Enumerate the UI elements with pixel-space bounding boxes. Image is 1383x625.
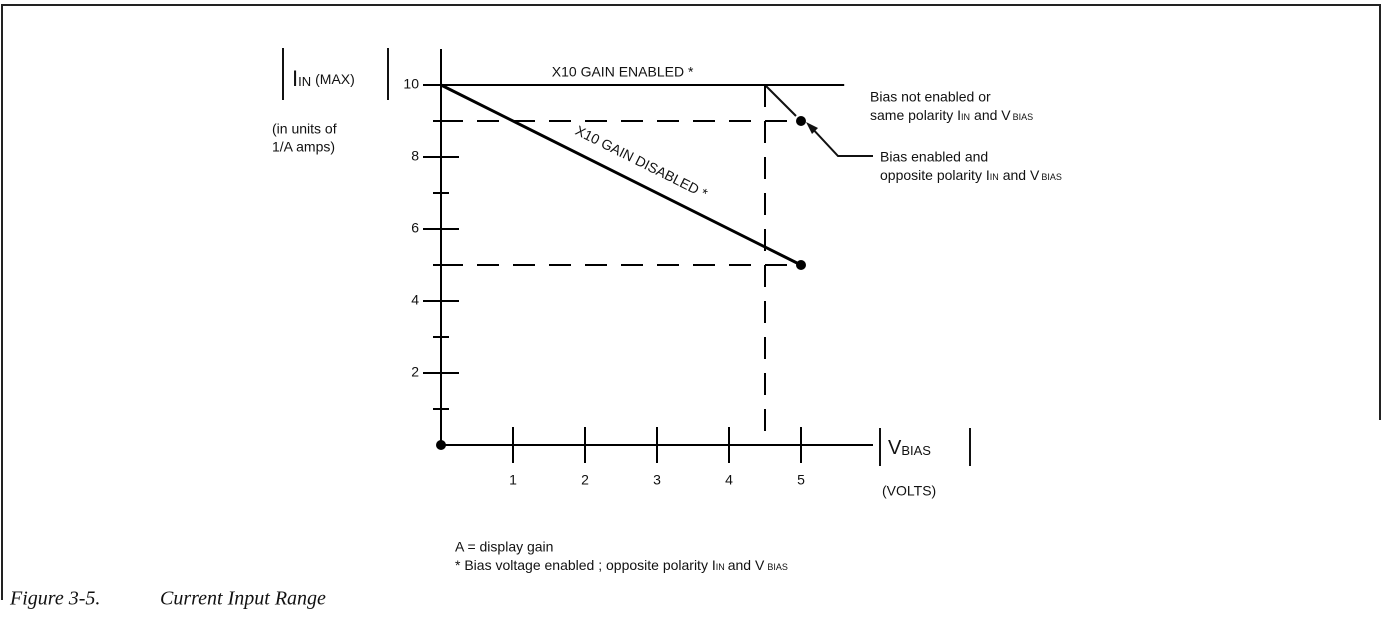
y-tick-label: 6 xyxy=(411,220,419,236)
y-tick-label: 10 xyxy=(403,76,419,92)
x-tick-label: 1 xyxy=(509,472,517,488)
x-tick-label: 4 xyxy=(725,472,733,488)
leader xyxy=(765,85,797,117)
annotation: Bias enabled and xyxy=(880,149,988,165)
x-tick-label: 3 xyxy=(653,472,661,488)
footnote: A = display gain xyxy=(455,539,553,555)
caption-number: Figure 3-5. xyxy=(9,588,100,610)
annotation: opposite polarity IIN and V BIAS xyxy=(880,167,1062,183)
annotation: Bias not enabled or xyxy=(870,89,991,105)
y-tick-label: 2 xyxy=(411,364,419,380)
point xyxy=(796,116,806,126)
frame xyxy=(1,4,1381,600)
point xyxy=(796,260,806,270)
x-axis-label: VBIAS xyxy=(888,437,931,459)
x-axis-units: (VOLTS) xyxy=(882,483,936,499)
annotation: same polarity IIN and V BIAS xyxy=(870,107,1033,123)
x-tick-label: 5 xyxy=(797,472,805,488)
y-axis-label: IIN (MAX) xyxy=(292,66,355,91)
x-tick-label: 2 xyxy=(581,472,589,488)
y-tick-label: 8 xyxy=(411,148,419,164)
series-label: X10 GAIN ENABLED * xyxy=(552,64,694,80)
caption-title: Current Input Range xyxy=(160,588,326,610)
y-note: (in units of xyxy=(272,121,337,137)
footnote: * Bias voltage enabled ; opposite polari… xyxy=(455,557,788,573)
y-tick-label: 4 xyxy=(411,292,419,308)
y-note: 1/A amps) xyxy=(272,139,335,155)
series-line xyxy=(440,83,802,267)
arrowhead xyxy=(806,122,818,134)
leader xyxy=(809,125,873,157)
point xyxy=(436,440,446,450)
